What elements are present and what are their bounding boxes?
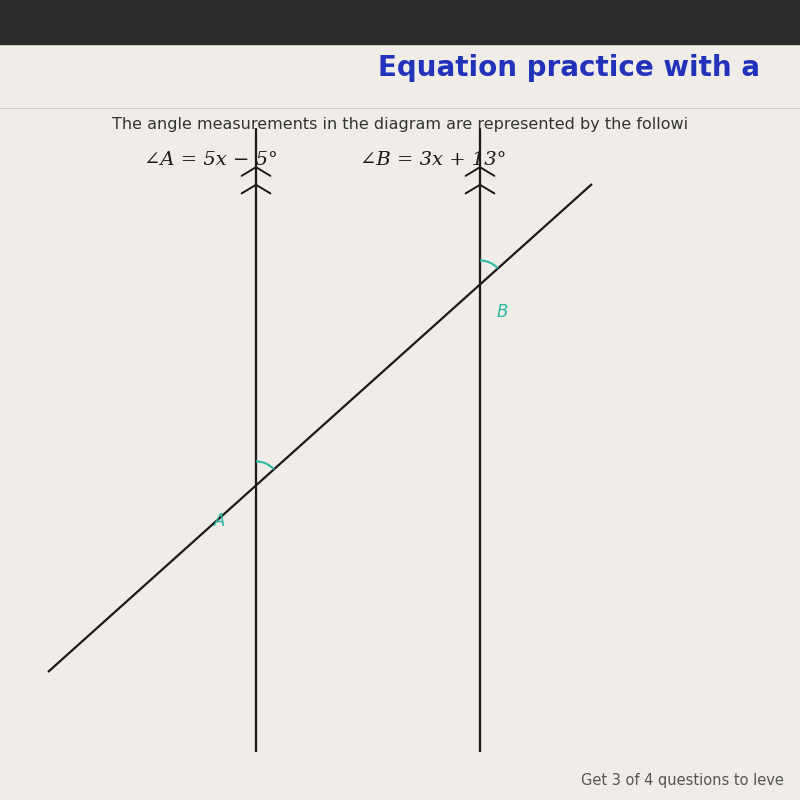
Text: Equation practice with a: Equation practice with a: [378, 54, 760, 82]
Text: Get 3 of 4 questions to leve: Get 3 of 4 questions to leve: [581, 773, 784, 788]
Text: A: A: [214, 513, 226, 530]
Text: B: B: [497, 303, 508, 322]
Bar: [0, 0, 800, 44]
Text: ∠A = 5x − 5°: ∠A = 5x − 5°: [144, 151, 278, 169]
Text: The angle measurements in the diagram are represented by the followi: The angle measurements in the diagram ar…: [112, 117, 688, 131]
Text: ∠B = 3x + 13°: ∠B = 3x + 13°: [360, 151, 506, 169]
